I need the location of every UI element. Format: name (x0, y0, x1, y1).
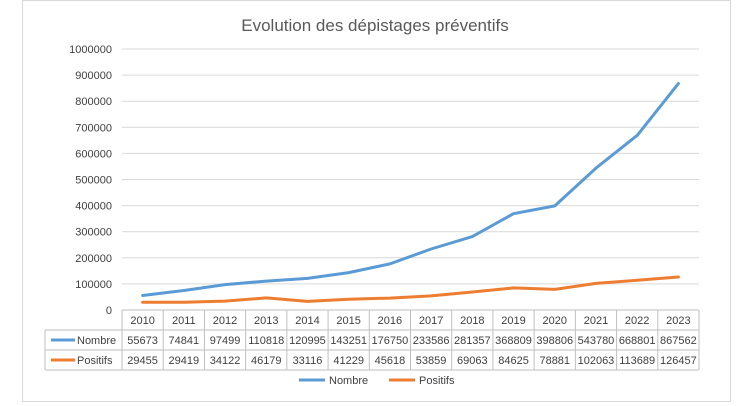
data-label: 55673 (127, 335, 158, 347)
data-label: 29455 (127, 355, 158, 367)
data-label: 668801 (619, 335, 656, 347)
x-tick-label: 2017 (419, 315, 443, 327)
data-label: 126457 (660, 355, 697, 367)
x-tick-label: 2012 (213, 315, 237, 327)
data-label: 53859 (416, 355, 447, 367)
data-label: 45618 (375, 355, 406, 367)
data-label: 46179 (251, 355, 282, 367)
data-label: 281357 (454, 335, 491, 347)
y-tick-label: 400000 (75, 201, 112, 213)
data-label: 176750 (372, 335, 409, 347)
legend-entry: Nombre (329, 375, 368, 387)
data-label: 69063 (457, 355, 488, 367)
gridlines (122, 48, 699, 311)
data-label: 867562 (660, 335, 697, 347)
y-axis: 0 100000 200000 300000 400000 500000 600000 700… (69, 44, 112, 317)
data-label: 78881 (539, 355, 570, 367)
x-tick-label: 2023 (666, 315, 690, 327)
y-tick-label: 200000 (75, 253, 112, 265)
series-line-nombre (141, 82, 680, 297)
data-label: 398806 (536, 335, 573, 347)
data-label: 33116 (293, 355, 323, 367)
x-tick-label: 2010 (130, 315, 154, 327)
legend-entry: Positifs (419, 375, 455, 387)
x-tick-label: 2013 (254, 315, 278, 327)
data-label: 543780 (578, 335, 615, 347)
data-label: 41229 (333, 355, 364, 367)
data-label: 102063 (578, 355, 615, 367)
y-tick-label: 800000 (75, 96, 112, 108)
data-table: 2010 2011 2012 2013 2014 2015 2016 2017 2018 2019… (44, 309, 700, 371)
x-tick-label: 2015 (336, 315, 360, 327)
y-tick-label: 500000 (75, 175, 112, 187)
y-tick-label: 1000000 (69, 44, 112, 56)
line-chart: Evolution des dépistages préventifs 0 100… (44, 16, 700, 387)
chart-frame: Evolution des dépistages préventifs 0 100… (22, 0, 731, 402)
data-label: 368809 (495, 335, 532, 347)
data-label: 233586 (413, 335, 450, 347)
x-tick-label: 2011 (172, 315, 196, 327)
x-tick-label: 2019 (501, 315, 525, 327)
data-label: 34122 (210, 355, 241, 367)
series-line-positifs (141, 275, 680, 304)
data-label: 29419 (169, 355, 200, 367)
chart-title: Evolution des dépistages préventifs (241, 16, 508, 35)
data-label: 84625 (498, 355, 529, 367)
series-lines (141, 82, 680, 304)
y-tick-label: 0 (106, 305, 112, 317)
data-label: 110818 (248, 335, 284, 347)
y-tick-label: 900000 (75, 70, 112, 82)
x-tick-label: 2018 (460, 315, 484, 327)
data-label: 113689 (619, 355, 655, 367)
legend: Nombre Positifs (299, 375, 455, 387)
y-tick-label: 300000 (75, 227, 112, 239)
data-label: 97499 (210, 335, 241, 347)
x-tick-label: 2016 (378, 315, 402, 327)
x-tick-label: 2014 (295, 315, 319, 327)
x-tick-label: 2021 (584, 315, 608, 327)
y-tick-label: 700000 (75, 122, 112, 134)
table-series-label: Positifs (77, 355, 113, 367)
data-label: 143251 (330, 335, 367, 347)
y-tick-label: 100000 (75, 279, 112, 291)
x-tick-label: 2020 (543, 315, 567, 327)
x-tick-label: 2022 (625, 315, 649, 327)
table-series-label: Nombre (77, 335, 116, 347)
data-label: 74841 (169, 335, 200, 347)
y-tick-label: 600000 (75, 148, 112, 160)
data-label: 120995 (289, 335, 326, 347)
